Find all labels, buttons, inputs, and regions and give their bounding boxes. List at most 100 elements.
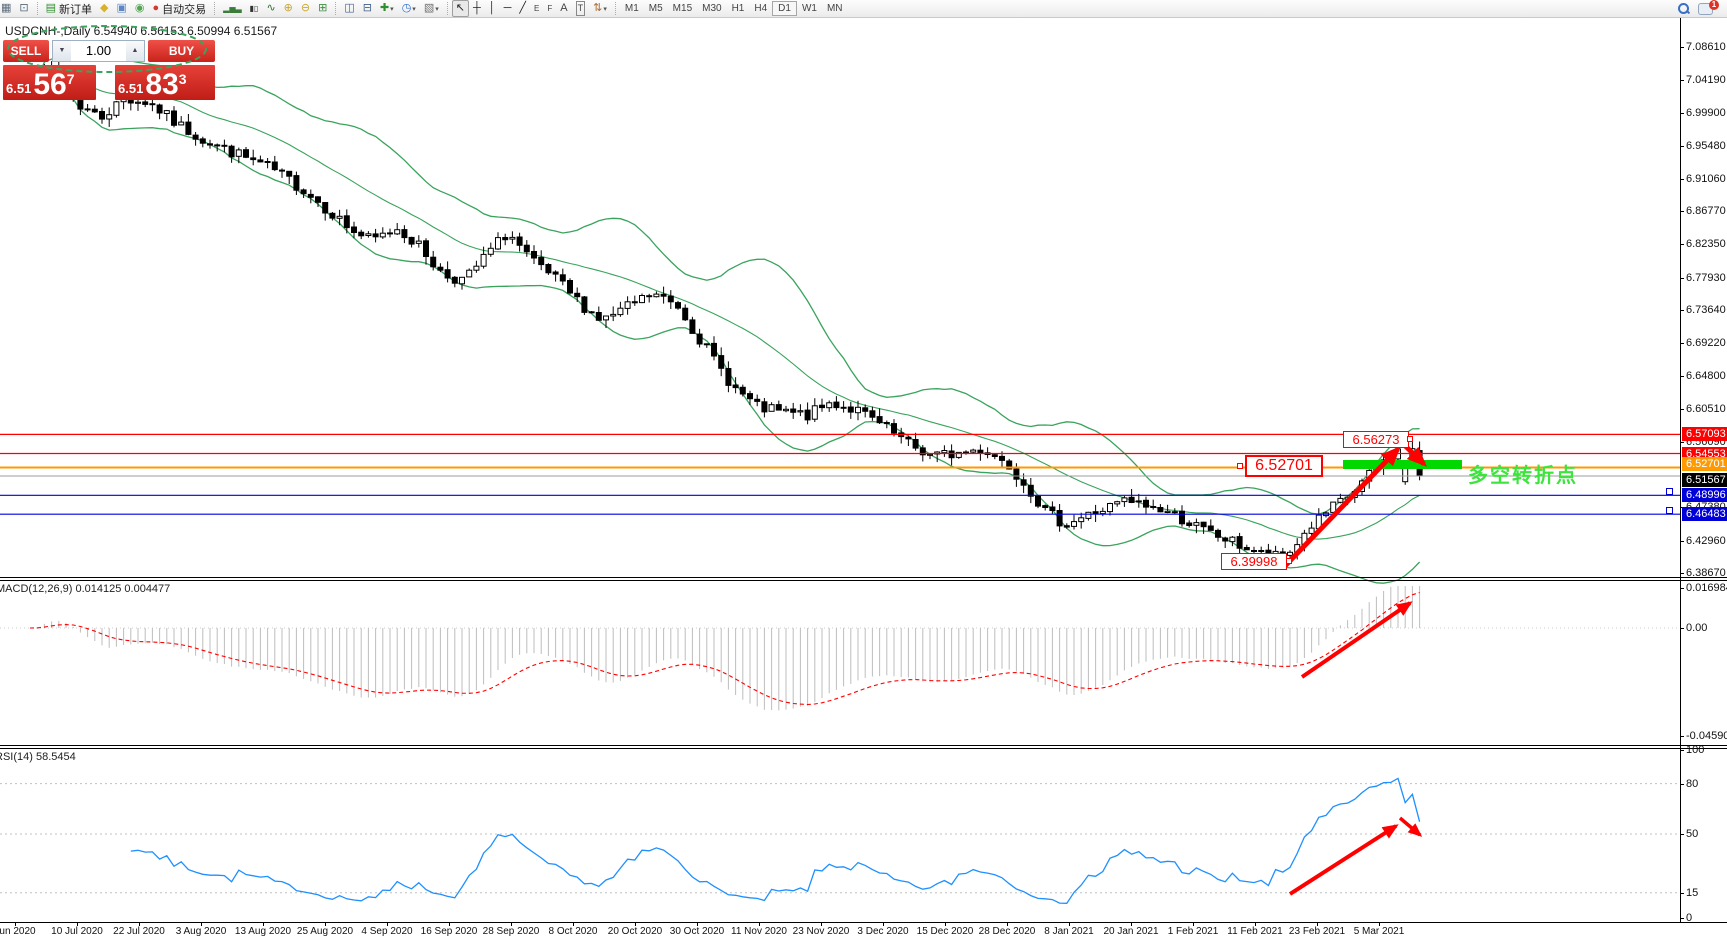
template-dropdown: ▧: [423, 2, 435, 14]
preview-icon[interactable]: ⊡: [15, 0, 32, 17]
hline-icon[interactable]: ─: [500, 0, 516, 17]
terminal-icon[interactable]: ▣: [113, 0, 131, 17]
swing-low-label-handle[interactable]: [1286, 558, 1292, 564]
timeframe-m30[interactable]: M30: [702, 3, 722, 14]
date-axis-label: 11 Feb 2021: [1227, 926, 1283, 937]
timeframe-m1[interactable]: M1: [624, 3, 639, 14]
sell-button[interactable]: SELL: [3, 40, 49, 62]
macd-indicator-label: MACD(12,26,9) 0.014125 0.004477: [0, 583, 171, 595]
date-axis-tickmark: [387, 922, 388, 926]
sell-price-small: 6.51: [6, 81, 32, 96]
channel-icon: E: [534, 4, 540, 13]
template-dropdown-arrow: ▾: [435, 5, 439, 13]
macd-axis-tickmark: [1680, 628, 1684, 629]
timeframe-w1[interactable]: W1: [801, 3, 817, 14]
macd-axis-tick: 0.00: [1686, 622, 1708, 634]
toolbox-icon[interactable]: ◆: [96, 0, 112, 17]
timeframe-mn[interactable]: MN: [826, 3, 843, 14]
date-axis-label: 30 Oct 2020: [669, 926, 725, 937]
zoom-in-icon: ⊕: [283, 2, 293, 14]
notifications-icon[interactable]: 1: [1694, 0, 1727, 17]
new-order-button: ▤: [45, 2, 57, 14]
volume-increase-button[interactable]: ▲: [126, 41, 144, 61]
date-axis-label: 5 Mar 2021: [1353, 926, 1405, 937]
timeframe-h4[interactable]: H4: [754, 3, 768, 14]
price-axis-tick: 6.60510: [1686, 402, 1726, 415]
support-line-handle-2[interactable]: [1666, 507, 1673, 514]
indicator-window-icon[interactable]: ◫: [340, 0, 358, 17]
swing-high-price-label[interactable]: 6.56273: [1343, 431, 1409, 448]
crosshair-icon: ┼: [472, 2, 481, 14]
timeframe-d1[interactable]: D1: [772, 1, 797, 16]
time-axis-line: [0, 922, 1727, 923]
crosshair-icon[interactable]: ┼: [469, 0, 485, 17]
rsi-axis-tickmark: [1680, 834, 1684, 835]
pivot-annotation-text[interactable]: 多空转折点: [1468, 465, 1578, 487]
price-axis-tick: 6.64800: [1686, 370, 1726, 383]
price-axis-tick: 6.38670: [1686, 567, 1726, 579]
macd-rsi-separator[interactable]: [0, 745, 1727, 746]
volume-decrease-button[interactable]: ▼: [53, 41, 71, 61]
ohlc-bars-icon: ▂▅▃: [223, 4, 242, 13]
zoom-out-icon[interactable]: ⊖: [297, 0, 314, 17]
cursor-icon[interactable]: ↖: [451, 0, 469, 17]
candlesticks: [27, 59, 1423, 563]
timeframe-m15[interactable]: M15: [672, 3, 693, 14]
timeframe-h1[interactable]: H1: [731, 3, 745, 14]
period-dropdown[interactable]: ◷ ▾: [398, 0, 420, 17]
toolbox-icon: ◆: [100, 2, 109, 14]
line-chart-icon: ∿: [266, 2, 276, 14]
new-order-button[interactable]: ▤ 新订单: [42, 0, 96, 17]
date-axis-tickmark: [821, 922, 822, 926]
price-axis-tickmark: [1680, 376, 1684, 378]
support-line-handle-1[interactable]: [1666, 488, 1673, 495]
trendline-icon[interactable]: ╱: [515, 0, 530, 17]
volume-value[interactable]: 1.00: [85, 43, 112, 58]
ohlc-bars-icon[interactable]: ▂▅▃: [219, 0, 245, 17]
rsi-line: [130, 777, 1421, 904]
date-axis-label: 23 Feb 2021: [1288, 926, 1346, 937]
pivot-label-handle[interactable]: [1237, 463, 1243, 469]
chart-macd-separator[interactable]: [0, 577, 1727, 578]
date-axis-tickmark: [1317, 922, 1318, 926]
search-icon[interactable]: [1673, 0, 1694, 17]
price-axis-tickmark: [1680, 573, 1684, 574]
date-axis-tickmark: [573, 922, 574, 926]
pivot-price-label[interactable]: 6.52701: [1245, 455, 1323, 477]
data-window-icon: ⊟: [362, 2, 372, 14]
rsi-axis-tick: 80: [1686, 777, 1699, 790]
community-icon[interactable]: ◉: [131, 0, 149, 17]
toolbar-separator: [614, 2, 616, 15]
price-axis-line: [1680, 17, 1681, 922]
date-axis-label: 20 Jan 2021: [1103, 926, 1159, 937]
buy-button[interactable]: BUY: [148, 40, 215, 62]
macd-axis-tickmark: [1680, 588, 1684, 589]
add-indicator-dropdown[interactable]: ✚ ▾: [376, 0, 398, 17]
swing-low-price-label[interactable]: 6.39998: [1221, 553, 1287, 570]
data-window-icon[interactable]: ⊟: [359, 0, 376, 17]
template-dropdown[interactable]: ▧ ▾: [420, 0, 443, 17]
line-chart-icon[interactable]: ∿: [262, 0, 279, 17]
date-axis-label: 28 Dec 2020: [978, 926, 1036, 937]
channel-icon[interactable]: E: [530, 0, 543, 17]
auto-trading-button[interactable]: ● 自动交易: [149, 0, 211, 17]
text-icon[interactable]: A: [556, 0, 571, 17]
shapes-dropdown[interactable]: ⇅ ▾: [589, 0, 611, 17]
swing-high-label-handle[interactable]: [1407, 436, 1413, 442]
macd-axis-tick: 0.016984: [1686, 582, 1727, 594]
vline-icon[interactable]: │: [485, 0, 500, 17]
fibonacci-icon: F: [547, 4, 553, 13]
price-axis-tickmark: [1680, 112, 1684, 114]
chart-window-icon[interactable]: ▦: [0, 0, 15, 17]
candlestick-chart-icon[interactable]: ▮▯: [246, 0, 263, 17]
label-icon[interactable]: T: [572, 0, 590, 17]
support-price-badge: 6.46483: [1682, 507, 1727, 522]
buy-price-sup: 3: [178, 71, 187, 87]
fibonacci-icon[interactable]: F: [543, 0, 556, 17]
zoom-in-icon[interactable]: ⊕: [280, 0, 297, 17]
price-axis-tickmark: [1680, 540, 1684, 542]
price-levels[interactable]: [0, 433, 1680, 515]
price-axis-tick: 6.99900: [1686, 106, 1726, 119]
tile-windows-icon[interactable]: ⊞: [314, 0, 331, 17]
timeframe-m5[interactable]: M5: [648, 3, 663, 14]
